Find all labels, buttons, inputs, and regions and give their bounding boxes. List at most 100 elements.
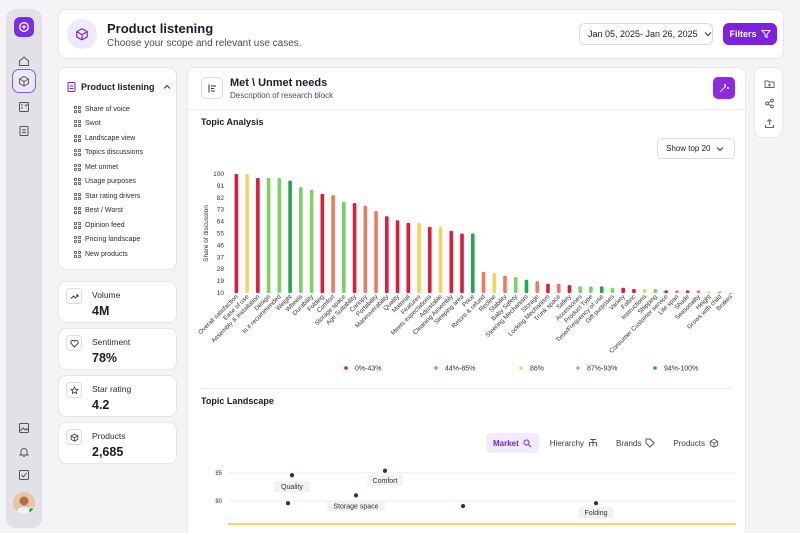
show-top-dropdown[interactable]: Show top 20 <box>657 138 735 159</box>
landscape-tabs: Market Hierarchy Brands Products <box>486 433 726 453</box>
bar <box>266 177 271 293</box>
y-tick-label: 100 <box>213 171 224 178</box>
bar <box>718 291 722 293</box>
block-actions-panel <box>754 67 783 138</box>
nav-item-label: Swot <box>85 120 101 128</box>
bar <box>460 233 464 293</box>
bar <box>309 189 314 293</box>
topic-landscape-chart: 85 80 Quality Comfort Storage space Folding <box>215 468 736 525</box>
data-point <box>593 501 599 506</box>
nav-list: Share of voice Swot Landscape view Topics d… <box>74 102 143 262</box>
nav-item-label: Met unmet <box>85 163 119 171</box>
page-subtitle: Choose your scope and relevant use cases… <box>107 38 302 49</box>
bar <box>234 174 239 293</box>
nav-item[interactable]: Pricing landscape <box>74 233 143 248</box>
bar <box>578 286 583 293</box>
product-listening-icon[interactable] <box>12 69 36 93</box>
nav-title: Product listening <box>81 82 155 92</box>
bar <box>245 174 249 293</box>
nav-item[interactable]: Met unmet <box>74 160 143 175</box>
grid-icon <box>74 105 81 113</box>
grid-icon <box>74 192 81 200</box>
stat-value: 4.2 <box>92 398 110 412</box>
research-block: Met \ Unmet needs Description of researc… <box>187 67 747 533</box>
bar <box>556 283 561 293</box>
topic-landscape-heading: Topic Landscape <box>201 396 274 406</box>
nav-item[interactable]: Topics discussions <box>74 146 143 161</box>
ai-insights-button[interactable] <box>713 77 735 99</box>
filters-button[interactable]: Filters <box>723 23 777 45</box>
nav-item[interactable]: Swot <box>74 117 143 132</box>
grid-icon <box>74 250 81 258</box>
divider <box>201 388 731 389</box>
filter-icon <box>760 30 771 39</box>
nav-item[interactable]: Usage purposes <box>74 175 143 190</box>
nav-item[interactable]: Landscape view <box>74 131 143 146</box>
bar <box>363 205 368 293</box>
bar <box>664 290 668 293</box>
document-icon[interactable] <box>12 119 36 143</box>
cube-icon <box>709 438 719 448</box>
point-label-bg <box>367 474 403 486</box>
date-range-picker[interactable]: Jan 05, 2025- Jan 26, 2025 <box>579 23 713 45</box>
home-icon[interactable] <box>12 49 36 73</box>
tab-market[interactable]: Market <box>486 433 539 453</box>
tab-hierarchy[interactable]: Hierarchy <box>543 433 605 453</box>
tab-label: Market <box>493 438 519 448</box>
chevron-down-icon <box>717 146 724 151</box>
trend-icon <box>66 288 82 304</box>
nav-header[interactable]: Product listening <box>67 82 171 92</box>
grid-icon <box>74 207 81 215</box>
tab-label: Hierarchy <box>549 438 585 448</box>
tag-icon <box>645 438 656 448</box>
nav-item[interactable]: Opinion feed <box>74 218 143 233</box>
block-description: Description of research block <box>230 91 334 100</box>
bar <box>299 187 303 293</box>
tab-label: Products <box>673 438 705 448</box>
nav-item-label: Opinion feed <box>85 221 125 229</box>
grid-icon <box>74 221 81 229</box>
date-range-label: Jan 05, 2025- Jan 26, 2025 <box>588 29 698 39</box>
bar <box>567 285 572 293</box>
bar <box>707 291 711 293</box>
bar <box>696 290 701 293</box>
nav-item[interactable]: Share of voice <box>74 102 143 117</box>
bar <box>599 286 604 293</box>
share-icon[interactable] <box>762 96 777 111</box>
tab-products[interactable]: Products <box>666 433 726 453</box>
nav-item-label: Landscape view <box>85 134 136 142</box>
legend-label: 86% <box>530 366 544 373</box>
bar <box>438 226 443 293</box>
export-icon[interactable] <box>762 116 777 131</box>
legend-label: 0%-43% <box>355 366 381 373</box>
image-icon[interactable] <box>12 416 36 440</box>
bar <box>342 201 346 293</box>
stat-card-sentiment: Sentiment 78% <box>58 328 177 370</box>
app-logo[interactable] <box>14 17 34 37</box>
bar <box>427 226 432 293</box>
y-tick-label: 64 <box>217 219 225 226</box>
task-check-icon[interactable] <box>12 463 36 487</box>
add-folder-icon[interactable] <box>762 76 777 91</box>
y-tick-label: 80 <box>215 499 222 505</box>
legend-marker <box>519 366 523 370</box>
data-point <box>285 501 291 506</box>
bar <box>352 203 357 293</box>
stat-card-star-rating: Star rating 4.2 <box>58 375 177 417</box>
y-tick-label: 91 <box>217 183 225 190</box>
data-point <box>460 503 466 509</box>
nav-item[interactable]: New products <box>74 247 143 262</box>
bar <box>610 287 615 293</box>
checklist-icon[interactable] <box>12 95 36 119</box>
avatar[interactable] <box>13 492 35 514</box>
point-label: Comfort <box>373 478 398 485</box>
nav-item-label: Star rating drivers <box>85 192 141 200</box>
bell-icon[interactable] <box>12 440 36 464</box>
nav-item[interactable]: Star rating drivers <box>74 189 143 204</box>
section-nav: Product listening Share of voice Swot Land… <box>58 67 177 270</box>
bar <box>642 289 647 293</box>
tab-brands[interactable]: Brands <box>609 433 662 453</box>
data-point <box>353 493 359 498</box>
bar <box>449 230 454 293</box>
nav-item[interactable]: Best / Worst <box>74 204 143 219</box>
